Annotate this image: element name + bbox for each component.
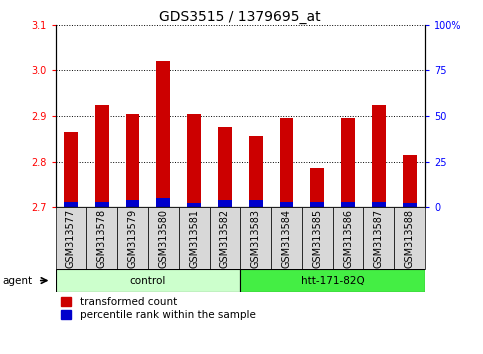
Bar xyxy=(187,114,201,207)
Title: GDS3515 / 1379695_at: GDS3515 / 1379695_at xyxy=(159,10,321,24)
Text: GSM313584: GSM313584 xyxy=(282,209,291,268)
Bar xyxy=(64,202,78,207)
Text: GSM313579: GSM313579 xyxy=(128,209,138,268)
Bar xyxy=(372,104,386,207)
Bar xyxy=(156,198,170,207)
Bar xyxy=(302,207,333,269)
Bar xyxy=(341,118,355,207)
Text: GSM313581: GSM313581 xyxy=(189,209,199,268)
Bar xyxy=(364,207,394,269)
Text: agent: agent xyxy=(2,275,32,286)
Bar xyxy=(126,114,140,207)
Bar xyxy=(126,200,140,207)
Bar xyxy=(249,200,263,207)
Bar xyxy=(280,118,293,207)
Bar xyxy=(148,207,179,269)
Text: GSM313580: GSM313580 xyxy=(158,209,168,268)
Bar xyxy=(210,207,240,269)
Bar xyxy=(271,207,302,269)
Bar xyxy=(179,207,210,269)
Text: htt-171-82Q: htt-171-82Q xyxy=(301,275,365,286)
Bar xyxy=(95,202,109,207)
Bar xyxy=(218,127,232,207)
Bar xyxy=(394,207,425,269)
Legend: transformed count, percentile rank within the sample: transformed count, percentile rank withi… xyxy=(61,297,256,320)
Text: control: control xyxy=(130,275,166,286)
Bar xyxy=(241,207,271,269)
Text: GSM313586: GSM313586 xyxy=(343,209,353,268)
Text: GSM313585: GSM313585 xyxy=(313,209,322,268)
Text: GSM313588: GSM313588 xyxy=(405,209,414,268)
Bar xyxy=(56,269,241,292)
Bar xyxy=(311,169,324,207)
Bar xyxy=(249,136,263,207)
Bar xyxy=(341,202,355,207)
Bar xyxy=(311,202,324,207)
Text: GSM313583: GSM313583 xyxy=(251,209,261,268)
Text: GSM313582: GSM313582 xyxy=(220,209,230,268)
Bar xyxy=(56,207,86,269)
Bar xyxy=(218,200,232,207)
Bar xyxy=(403,155,416,207)
Text: GSM313577: GSM313577 xyxy=(66,209,76,268)
Bar xyxy=(403,202,416,207)
Bar xyxy=(64,132,78,207)
Bar xyxy=(117,207,148,269)
Bar xyxy=(95,104,109,207)
Bar xyxy=(280,202,293,207)
Bar xyxy=(187,202,201,207)
Bar xyxy=(241,269,425,292)
Bar xyxy=(86,207,117,269)
Bar xyxy=(333,207,364,269)
Text: GSM313578: GSM313578 xyxy=(97,209,107,268)
Text: GSM313587: GSM313587 xyxy=(374,209,384,268)
Bar xyxy=(156,61,170,207)
Bar xyxy=(372,202,386,207)
